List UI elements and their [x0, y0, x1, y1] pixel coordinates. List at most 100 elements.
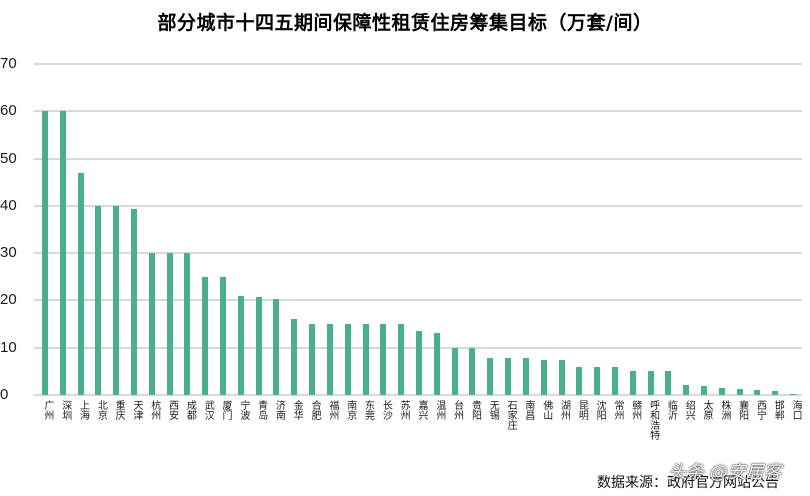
- data-source-note: 数据来源：政府官方网站公告: [597, 475, 779, 491]
- bar: [416, 330, 422, 395]
- bar: [701, 385, 708, 395]
- bar: [202, 276, 209, 395]
- y-tick-label: 20: [0, 291, 17, 309]
- x-tick-label: 武汉: [202, 400, 214, 420]
- bar: [790, 393, 797, 395]
- x-tick-label: 赣州: [629, 400, 641, 420]
- x-tick-label: 合肥: [309, 400, 321, 420]
- x-tick-label: 台州: [451, 400, 463, 420]
- bar: [522, 357, 529, 395]
- bar: [130, 208, 137, 395]
- bar: [665, 371, 672, 395]
- y-tick-label: 60: [0, 102, 17, 120]
- bar: [41, 111, 48, 395]
- bar: [184, 253, 191, 395]
- x-tick-label: 上海: [77, 400, 89, 420]
- x-tick-label: 襄阳: [736, 400, 748, 420]
- x-tick-label: 杭州: [148, 400, 160, 420]
- x-tick-label: 南京: [344, 400, 356, 420]
- y-tick-label: 40: [0, 196, 17, 214]
- x-tick-label: 济南: [273, 400, 285, 420]
- bar: [683, 384, 690, 395]
- gridline: [34, 63, 802, 65]
- x-tick-label: 成都: [184, 400, 196, 420]
- watermark: 头条 @安居客: [668, 462, 782, 483]
- bar: [273, 298, 280, 395]
- bar: [148, 253, 155, 395]
- bar: [576, 366, 583, 395]
- chart-title: 部分城市十四五期间保障性租赁住房筹集目标（万套/间）: [157, 12, 653, 34]
- x-tick-label: 温州: [433, 400, 445, 420]
- bar: [113, 205, 120, 395]
- bar: [398, 324, 405, 395]
- bar: [380, 324, 387, 395]
- y-tick-label: 10: [0, 338, 17, 356]
- x-tick-label: 呼和浩特: [647, 400, 659, 440]
- x-tick-label: 东莞: [362, 400, 374, 420]
- x-tick-label: 厦门: [220, 400, 232, 420]
- x-tick-label: 海口: [790, 400, 802, 420]
- gridline: [34, 204, 802, 207]
- x-tick-label: 广州: [41, 400, 53, 420]
- x-tick-label: 金华: [291, 400, 303, 420]
- x-tick-label: 嘉兴: [416, 400, 427, 420]
- y-tick-label: 30: [0, 244, 17, 262]
- gridline: [34, 110, 802, 113]
- x-tick-label: 湖州: [558, 400, 570, 420]
- bar: [291, 319, 298, 395]
- bar: [309, 324, 316, 395]
- x-tick-label: 西宁: [754, 400, 766, 420]
- bar: [59, 111, 66, 395]
- bar: [469, 347, 476, 395]
- bar: [629, 371, 636, 395]
- bar: [433, 332, 440, 395]
- bar: [255, 296, 262, 395]
- bar: [505, 357, 512, 395]
- x-tick-label: 长沙: [380, 400, 392, 420]
- x-tick-label: 株洲: [718, 400, 730, 420]
- x-tick-label: 重庆: [113, 400, 125, 420]
- x-tick-label: 佛山: [540, 400, 552, 420]
- x-tick-label: 邯郸: [772, 400, 784, 420]
- bar: [718, 387, 725, 395]
- y-tick-label: 0: [0, 386, 9, 403]
- bar: [166, 253, 173, 395]
- bar: [220, 276, 227, 395]
- bar: [451, 347, 458, 395]
- x-tick-label: 石家庄: [505, 400, 517, 430]
- x-tick-label: 福州: [326, 400, 338, 420]
- x-tick-label: 昆明: [576, 400, 588, 420]
- x-tick-label: 天津: [130, 400, 142, 420]
- bar-series: [34, 64, 802, 395]
- bar: [772, 391, 779, 395]
- x-tick-label: 绍兴: [683, 400, 695, 420]
- x-tick-label: 常州: [611, 400, 623, 420]
- plot-area: [34, 63, 802, 396]
- bar: [611, 366, 618, 395]
- x-tick-label: 临沂: [665, 400, 677, 420]
- bar: [344, 324, 351, 395]
- bar: [736, 388, 743, 395]
- x-tick-label: 西安: [166, 400, 178, 420]
- bar: [558, 359, 565, 395]
- x-tick-label: 北京: [95, 400, 107, 420]
- y-tick-label: 50: [0, 149, 17, 167]
- gridline: [34, 252, 802, 255]
- x-tick-label: 南昌: [522, 400, 534, 420]
- bar: [362, 324, 369, 395]
- x-tick-label: 太原: [701, 400, 713, 420]
- x-tick-label: 沈阳: [594, 400, 606, 420]
- bar: [237, 295, 244, 395]
- bar: [326, 324, 333, 395]
- bar: [95, 205, 102, 395]
- gridline: [34, 157, 802, 160]
- x-tick-label: 深圳: [59, 400, 71, 420]
- gridline: [34, 299, 802, 302]
- bar: [754, 390, 761, 395]
- y-tick-label: 70: [0, 55, 17, 72]
- x-tick-label: 贵阳: [469, 400, 481, 420]
- bar: [594, 366, 601, 395]
- bar: [487, 357, 494, 395]
- x-tick-label: 苏州: [398, 400, 410, 420]
- bar: [540, 359, 547, 395]
